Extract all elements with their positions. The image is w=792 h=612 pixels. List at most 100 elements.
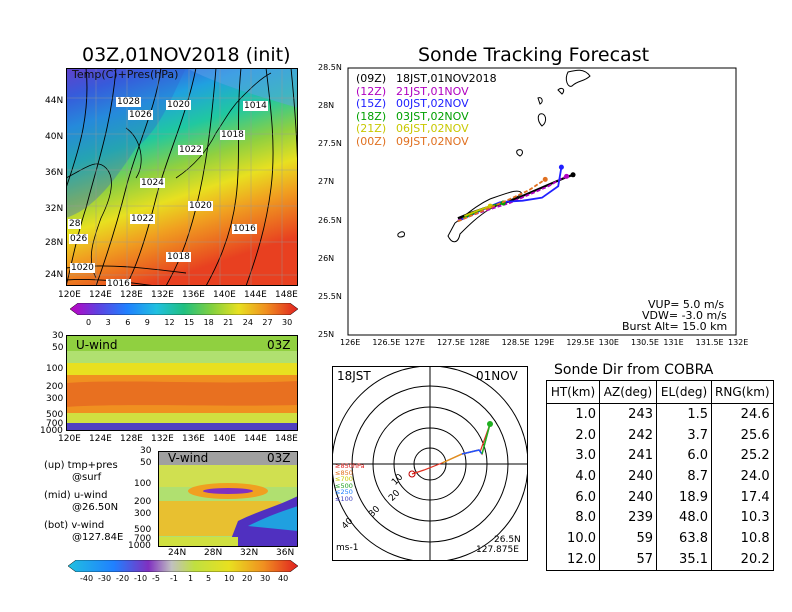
v-wind-pressure-tick: 100 (134, 479, 152, 489)
isobar-label: 1016 (232, 224, 257, 234)
u-wind-lon-tick: 136E (182, 434, 205, 444)
v-wind-lat-tick: 24N (168, 548, 187, 558)
temperature-colorbar-tick: 6 (125, 318, 131, 327)
wind-colorbar (68, 560, 298, 572)
panel-note-label: (up) tmp+pres (44, 460, 118, 471)
table-cell: 63.8 (656, 528, 712, 549)
v-wind-pressure-tick: 700 (134, 534, 152, 544)
table-row: 6.0 240 18.9 17.4 (546, 486, 774, 508)
polar-lat: 26.5N (494, 535, 521, 545)
wind-colorbar-tick: -1 (170, 574, 178, 583)
map-lon-tick: 128E (120, 290, 143, 300)
wind-colorbar-tick: -10 (134, 574, 148, 583)
table-row: 12.0 57 35.1 20.2 (546, 548, 774, 571)
sonde-dir-title: Sonde Dir from COBRA (554, 362, 714, 378)
track-legend-code: (09Z) (356, 72, 387, 85)
u-wind-time: 03Z (267, 338, 291, 352)
track-legend-code: (21Z) (356, 122, 387, 135)
track-end-marker (542, 176, 548, 182)
panel-note-sub: @26.50N (72, 502, 119, 513)
track-legend-code: (00Z) (356, 134, 387, 148)
temperature-colorbar-tick: 9 (144, 318, 150, 327)
isobar-label: 1018 (166, 252, 191, 262)
v-wind-pressure-tick: 300 (134, 509, 152, 519)
map-lat-tick: 40N (45, 132, 64, 142)
wind-colorbar-tick: -40 (80, 574, 94, 583)
table-cell: 17.4 (711, 486, 774, 508)
wind-colorbar-tick: 1 (188, 574, 194, 583)
u-wind-section (66, 335, 298, 431)
sonde-dir-table: HT(km) AZ(deg) EL(deg) RNG(km) 1.0 243 1.5 24.… (546, 380, 774, 571)
u-wind-lon-tick: 132E (151, 434, 174, 444)
track-y-tick: 28.5N (318, 63, 342, 72)
table-cell: 6.0 (546, 486, 600, 508)
panel-note-label: (mid) u-wind (44, 490, 108, 501)
temperature-colorbar (70, 303, 298, 315)
track-end-marker (558, 164, 564, 170)
isobar-label: 1026 (128, 110, 153, 120)
track-x-tick: 130.5E (631, 338, 659, 347)
track-legend-time: 09JST,02NOV (396, 134, 469, 148)
wind-colorbar-tick: 20 (242, 574, 253, 583)
track-end-marker (570, 172, 576, 178)
table-header-cell: EL(deg) (656, 380, 712, 404)
table-cell: 25.2 (711, 445, 774, 467)
u-wind-lon-tick: 144E (244, 434, 267, 444)
v-wind-lat-tick: 32N (240, 548, 259, 558)
track-x-tick: 127.5E (437, 338, 465, 347)
table-cell: 1.5 (656, 403, 712, 425)
u-wind-lon-tick: 128E (120, 434, 143, 444)
param-vup: VUP= 5.0 m/s (648, 298, 725, 311)
table-row: 1.0 243 1.5 24.6 (546, 403, 774, 425)
polar-level-item: ≥850hPa (335, 462, 365, 470)
panel-note-sub: @surf (72, 472, 102, 483)
isobar-label: 1028 (116, 97, 141, 107)
wind-colorbar-tick: -20 (116, 574, 130, 583)
u-wind-lon-tick: 148E (275, 434, 298, 444)
map-lon-tick: 136E (182, 290, 205, 300)
table-header-cell: RNG(km) (711, 380, 774, 404)
polar-time: 18JST (337, 369, 371, 383)
track-legend-time: 03JST,02NOV (396, 109, 469, 123)
track-x-tick: 130E (598, 338, 619, 347)
track-x-tick: 127E (404, 338, 425, 347)
v-wind-title: V-wind (168, 451, 209, 465)
sonde-dir-table-wrap: HT(km) AZ(deg) EL(deg) RNG(km) 1.0 243 1.5 24.… (546, 380, 774, 571)
table-cell: 241 (599, 445, 657, 467)
table-cell: 6.0 (656, 445, 712, 467)
table-cell: 4.0 (546, 466, 600, 487)
temperature-colorbar-tick: 27 (262, 318, 273, 327)
track-x-tick: 131.5E (695, 338, 724, 347)
map-lon-tick: 140E (213, 290, 236, 300)
track-legend-time: 21JST,01NOV (396, 84, 469, 98)
temperature-colorbar-tick: 15 (184, 318, 195, 327)
map-lat-tick: 24N (45, 270, 64, 280)
table-cell: 10.3 (711, 507, 774, 529)
track-y-tick: 26N (318, 253, 335, 263)
track-legend-code: (18Z) (356, 109, 387, 123)
isobar-label: 28 (68, 219, 82, 229)
map-lon-tick: 144E (244, 290, 267, 300)
v-wind-pressure-tick: 500 (134, 525, 152, 535)
v-wind-pressure-tick: 1000 (128, 541, 151, 551)
track-x-tick: 129E (534, 338, 555, 347)
wind-colorbar-tick: 5 (206, 574, 212, 583)
isobar-label: 1022 (178, 145, 203, 155)
u-wind-lon-tick: 124E (89, 434, 112, 444)
track-legend-time: 00JST,02NOV (396, 97, 469, 110)
table-row: 10.0 59 63.8 10.8 (546, 528, 774, 549)
track-legend-code: (12Z) (356, 84, 387, 98)
table-cell: 243 (599, 403, 657, 425)
track-series-line (457, 178, 546, 223)
table-cell: 10.0 (546, 528, 600, 549)
table-cell: 10.8 (711, 528, 774, 549)
track-y-tick: 25N (318, 330, 335, 339)
map-lon-tick: 132E (151, 290, 174, 300)
wind-colorbar-tick: 30 (260, 574, 271, 583)
wind-colorbar-tick: -5 (152, 574, 160, 583)
isobar-label: 1020 (70, 263, 95, 273)
polar-level-item: ≤700 (335, 475, 353, 483)
table-header-cell: HT(km) (546, 380, 600, 404)
wind-colorbar-tick: 10 (224, 574, 235, 583)
u-wind-pressure-tick: 100 (46, 364, 64, 374)
